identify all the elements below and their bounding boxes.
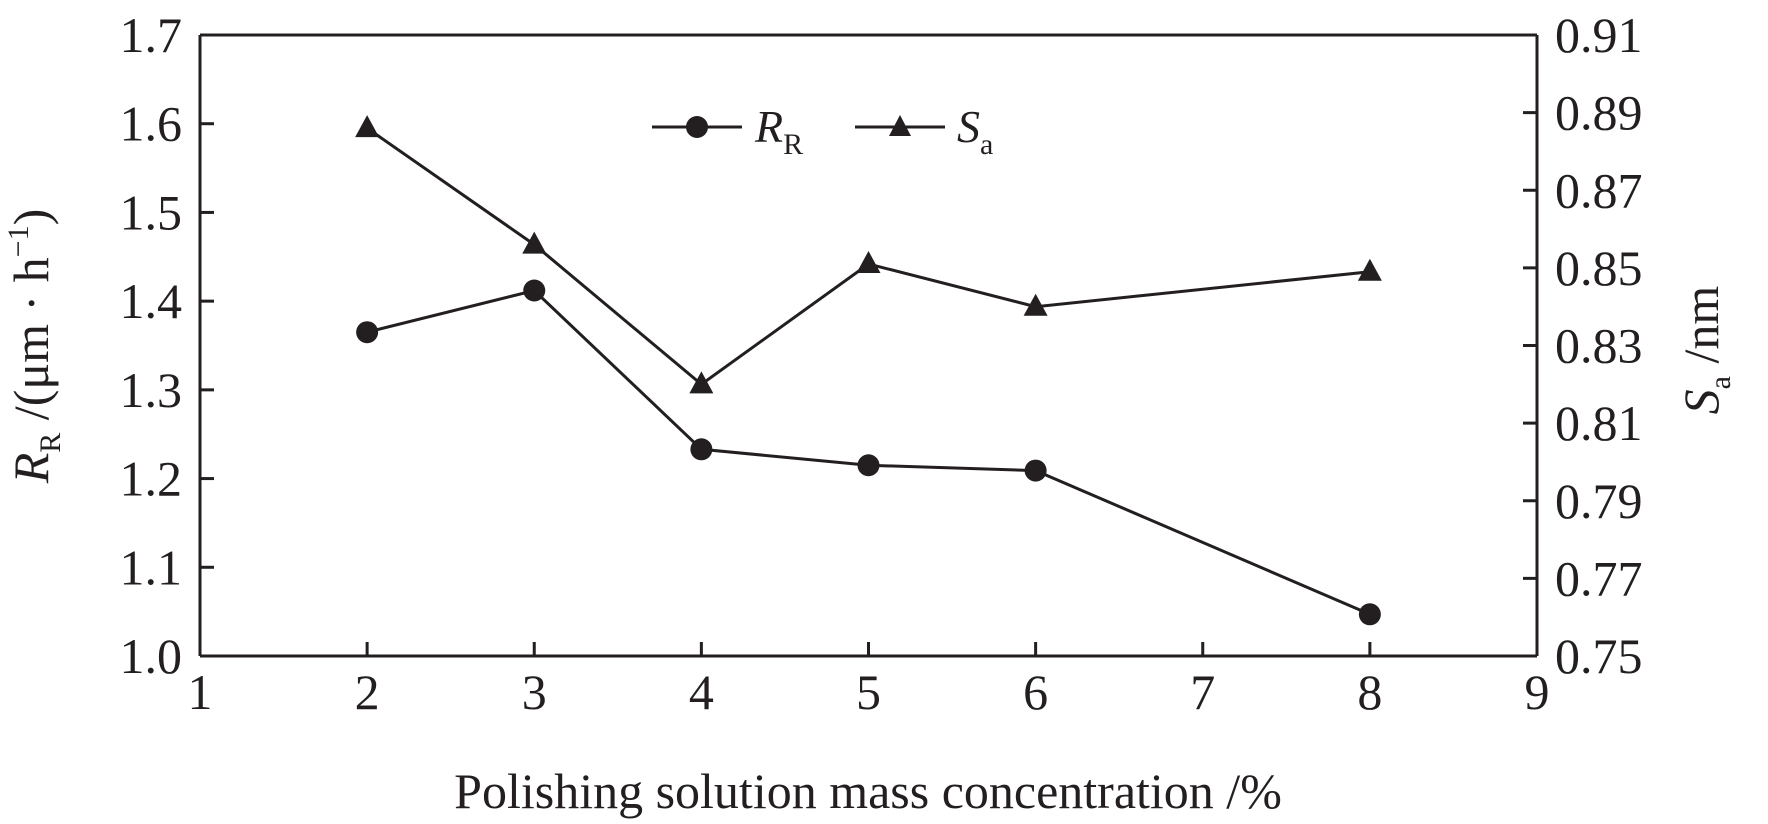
series-sa-point <box>856 250 881 273</box>
x-tick-label: 9 <box>1525 664 1550 720</box>
legend-sa-label: Sa <box>957 101 993 161</box>
series-rr-point <box>523 279 546 302</box>
legend-sa-subscript: a <box>980 128 993 161</box>
legend-rr-subscript: R <box>783 128 803 161</box>
right-y-tick-label: 0.85 <box>1555 240 1643 296</box>
x-tick-label: 8 <box>1357 664 1382 720</box>
left-y-axis-title-subscript: R <box>34 433 67 453</box>
x-tick-label: 5 <box>856 664 881 720</box>
right-y-axis-title-unit: /nm <box>1673 286 1729 376</box>
series-sa-point <box>1357 258 1382 281</box>
legend-item-sa: Sa <box>855 101 993 161</box>
left-y-tick-label: 1.3 <box>120 362 183 418</box>
right-y-tick-label: 0.75 <box>1555 628 1643 684</box>
left-y-tick-label: 1.4 <box>120 273 183 329</box>
right-y-tick-label: 0.83 <box>1555 318 1643 374</box>
series-rr-point <box>356 321 379 344</box>
series-rr-line <box>366 288 1371 616</box>
series-sa-line <box>366 126 1371 387</box>
legend-sa-symbol: S <box>957 101 980 152</box>
x-axis-ticks: 1 2 3 4 5 6 7 8 9 <box>188 642 1550 720</box>
series-rr-point <box>1358 603 1381 626</box>
left-y-tick-label: 1.6 <box>120 96 183 152</box>
legend-rr-label: RR <box>754 101 803 161</box>
right-y-tick-label: 0.77 <box>1555 550 1643 606</box>
right-y-axis-title-symbol: S <box>1673 389 1729 414</box>
legend: RR Sa <box>652 101 993 161</box>
series-sa-point <box>522 231 547 254</box>
x-tick-label: 1 <box>188 664 213 720</box>
left-y-axis-ticks: 1.0 1.1 1.2 1.3 1.4 1.5 1.6 1.7 <box>120 7 214 684</box>
right-y-tick-label: 0.91 <box>1555 7 1643 63</box>
series-sa-point <box>355 115 380 138</box>
legend-item-rr: RR <box>652 101 803 161</box>
left-y-axis-title-unit: /(μm · h <box>3 257 59 432</box>
legend-rr-symbol: R <box>754 101 783 152</box>
series-sa <box>355 115 1382 394</box>
left-y-tick-label: 1.1 <box>120 539 183 595</box>
x-tick-label: 3 <box>522 664 547 720</box>
legend-rr-marker <box>686 116 708 138</box>
left-y-axis-title-unit-sup: −1 <box>2 225 35 257</box>
series-rr-point <box>857 454 880 477</box>
legend-sa-marker <box>889 115 911 136</box>
x-tick-label: 2 <box>355 664 380 720</box>
series-rr-point <box>690 438 713 461</box>
series-rr-point <box>1024 459 1047 482</box>
right-y-axis-title-subscript: a <box>1704 376 1737 389</box>
x-tick-label: 6 <box>1023 664 1048 720</box>
right-y-tick-label: 0.81 <box>1555 395 1643 451</box>
series-sa-point <box>1023 293 1048 316</box>
left-y-tick-label: 1.5 <box>120 184 183 240</box>
right-y-axis-ticks: 0.75 0.77 0.79 0.81 0.83 0.85 0.87 0.89 0.91 <box>1523 7 1643 684</box>
x-tick-label: 4 <box>689 664 714 720</box>
x-tick-label: 7 <box>1190 664 1215 720</box>
right-y-tick-label: 0.89 <box>1555 85 1643 141</box>
left-y-axis-title: RR /(μm · h−1) <box>2 209 67 485</box>
left-y-axis-title-symbol: R <box>3 453 59 485</box>
series-sa-point <box>689 371 714 394</box>
right-y-tick-label: 0.87 <box>1555 162 1643 218</box>
right-y-tick-label: 0.79 <box>1555 473 1643 529</box>
left-y-tick-label: 1.2 <box>120 451 183 507</box>
x-axis-title: Polishing solution mass concentration /% <box>454 763 1282 819</box>
series-rr <box>356 279 1381 626</box>
right-y-axis-title: Sa /nm <box>1673 286 1737 415</box>
left-y-axis-title-unit-close: ) <box>3 209 59 226</box>
left-y-tick-label: 1.0 <box>120 628 183 684</box>
left-y-tick-label: 1.7 <box>120 7 183 63</box>
